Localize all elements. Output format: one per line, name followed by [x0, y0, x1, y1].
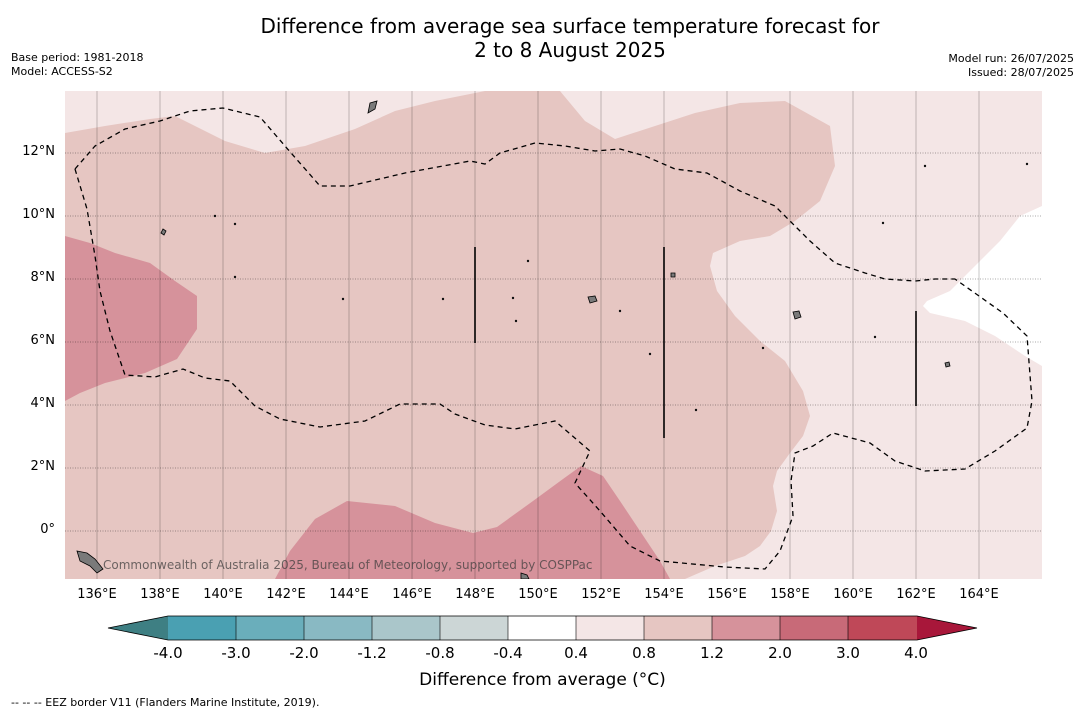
longitude-label: 152°E — [581, 587, 621, 602]
land-islands — [76, 100, 1029, 579]
longitude-label: 156°E — [707, 587, 747, 602]
latitude-gridlines — [65, 152, 1042, 532]
issued-text: Issued: 28/07/2025 — [967, 66, 1074, 79]
eez-border-palau-west — [74, 168, 1033, 570]
colorbar-segment — [304, 616, 372, 640]
latitude-label: 12°N — [22, 144, 55, 159]
colorbar-segment — [576, 616, 644, 640]
colorbar-tick-label: -4.0 — [153, 644, 183, 662]
longitude-label: 164°E — [959, 587, 999, 602]
colorbar-tick-label: -2.0 — [289, 644, 319, 662]
longitude-label: 150°E — [518, 587, 558, 602]
reference-markers — [474, 247, 917, 438]
colorbar-segment — [440, 616, 508, 640]
latitude-label: 2°N — [30, 459, 56, 474]
model-text: Model: ACCESS-S2 — [11, 65, 113, 78]
latitude-label: 6°N — [30, 333, 56, 348]
latitude-label: 10°N — [22, 207, 55, 222]
colorbar-tick-label: 3.0 — [836, 644, 860, 662]
colorbar-tick-label: 4.0 — [904, 644, 928, 662]
eez-border-palau-fsm — [74, 107, 955, 282]
colorbar-tick-label: -0.4 — [493, 644, 523, 662]
anomaly-band-0-8-to-1-2 — [65, 91, 835, 579]
colorbar-tick-label: 0.8 — [632, 644, 656, 662]
latitude-label: 4°N — [30, 396, 56, 411]
longitude-label: 146°E — [392, 587, 432, 602]
metadata-left: Base period: 1981-2018 Model: ACCESS-S2 — [11, 51, 143, 79]
colorbar-under-arrow — [108, 616, 168, 640]
chart-title: Difference from average sea surface temp… — [0, 14, 1085, 62]
longitude-label: 160°E — [833, 587, 873, 602]
colorbar-segment — [712, 616, 780, 640]
colorbar-segment — [644, 616, 712, 640]
longitude-label: 148°E — [455, 587, 495, 602]
map-credit: Commonwealth of Australia 2025, Bureau o… — [103, 558, 593, 572]
longitude-label: 138°E — [140, 587, 180, 602]
metadata-right: Model run: 26/07/2025 Issued: 28/07/2025 — [948, 52, 1074, 80]
longitude-label: 158°E — [770, 587, 810, 602]
colorbar-segment — [780, 616, 848, 640]
colorbar-tick-label: 1.2 — [700, 644, 724, 662]
colorbar-outline — [107, 615, 978, 641]
colorbar-title: Difference from average (°C) — [419, 670, 666, 690]
longitude-label: 162°E — [896, 587, 936, 602]
latitude-label: 0° — [40, 522, 55, 537]
eez-footnote: -- -- -- EEZ border V11 (Flanders Marine… — [11, 696, 320, 709]
colorbar-segment — [168, 616, 236, 640]
longitude-label: 142°E — [266, 587, 306, 602]
base-period-text: Base period: 1981-2018 — [11, 51, 144, 64]
colorbar-tick-label: -0.8 — [425, 644, 455, 662]
colorbar — [107, 615, 978, 641]
colorbar-segment — [508, 616, 576, 640]
colorbar-tick-label: 0.4 — [564, 644, 588, 662]
colorbar-segment — [848, 616, 917, 640]
title-line-1: Difference from average sea surface temp… — [260, 14, 880, 38]
anomaly-band-1-2-to-2-0-south — [275, 466, 670, 579]
colorbar-tick-label: -1.2 — [357, 644, 387, 662]
eez-borders — [74, 107, 1033, 570]
latitude-label: 8°N — [30, 270, 56, 285]
sst-anomaly-map — [65, 91, 1042, 579]
title-line-2: 2 to 8 August 2025 — [474, 38, 666, 62]
colorbar-segment — [372, 616, 440, 640]
longitude-label: 140°E — [203, 587, 243, 602]
anomaly-band-neutral — [923, 206, 1042, 366]
longitude-label: 136°E — [77, 587, 117, 602]
colorbar-tick-label: 2.0 — [768, 644, 792, 662]
longitude-label: 154°E — [644, 587, 684, 602]
colorbar-tick-label: -3.0 — [221, 644, 251, 662]
colorbar-segment — [236, 616, 304, 640]
colorbar-over-arrow — [917, 616, 977, 640]
colorbar-dividers — [235, 616, 849, 640]
longitude-label: 144°E — [329, 587, 369, 602]
model-run-text: Model run: 26/07/2025 — [948, 52, 1074, 65]
